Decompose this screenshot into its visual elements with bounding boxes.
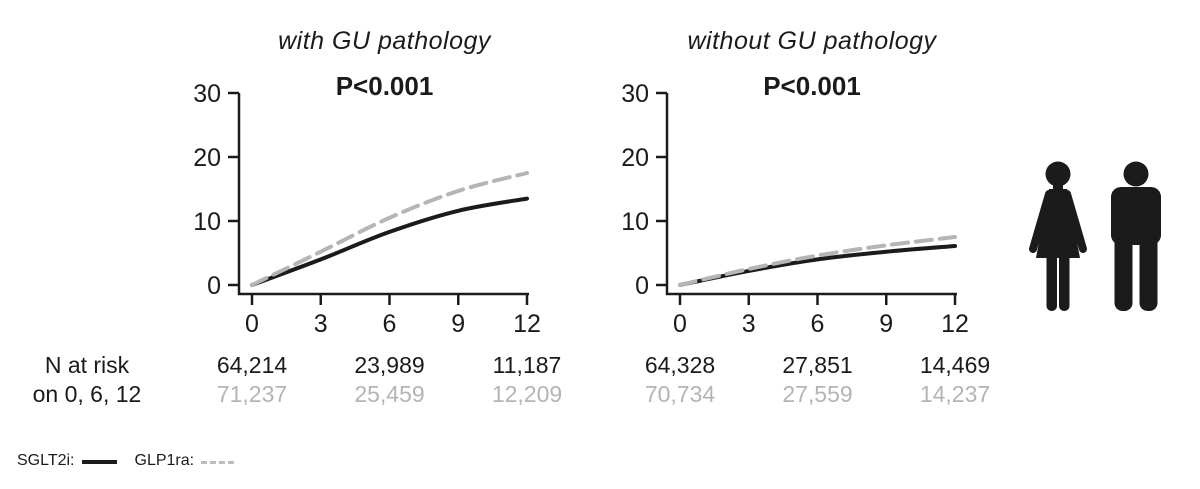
n-at-risk-glp1ra-panel0-t6: 25,459 [354, 381, 425, 407]
legend-item-sglt2i: SGLT2i: [17, 452, 117, 470]
sglt2i-curve [250, 196, 529, 287]
axis-line [237, 93, 529, 296]
n-at-risk-glp1ra-panel1-t12: 14,237 [919, 381, 991, 407]
glp1ra-dashed-line-icon [201, 460, 235, 464]
x-tick-label: 6 [811, 310, 825, 338]
legend-item-glp1ra: GLP1ra: [135, 452, 235, 470]
n-at-risk-sglt2i-panel1-t12: 14,469 [919, 352, 991, 378]
n-at-risk-sglt2i-panel0-t0: 64,214 [216, 352, 288, 378]
n-at-risk-sglt2i-panel0-t6: 23,989 [354, 352, 425, 378]
legend: SGLT2i: GLP1ra: [17, 452, 235, 470]
panel-0: 0 10 20 30 0 3 6 9 12 [193, 80, 541, 338]
n-at-risk-glp1ra-panel0-t0: 71,237 [216, 381, 288, 407]
n-at-risk-sublabel: on 0, 6, 12 [32, 381, 142, 407]
n-at-risk-glp1ra-panel1-t0: 70,734 [644, 381, 716, 407]
x-tick-label: 0 [245, 310, 259, 338]
p-value-with-gu: P<0.001 [335, 71, 434, 101]
n-at-risk-sglt2i-panel1-t6: 27,851 [782, 352, 853, 378]
y-tick-label: 20 [621, 144, 649, 172]
legend-label-glp1ra: GLP1ra: [134, 452, 195, 469]
x-tick-label: 3 [742, 310, 756, 338]
x-tick-label: 12 [941, 310, 969, 338]
sglt2i-curve [678, 243, 957, 287]
n-at-risk-sglt2i-panel1-t0: 64,328 [644, 352, 716, 378]
axis-line [665, 93, 957, 296]
glp1ra-curve [250, 171, 529, 287]
panel-title-with-gu: with GU pathology [278, 27, 491, 55]
x-tick-label: 6 [383, 310, 397, 338]
x-tick-label: 12 [513, 310, 541, 338]
n-at-risk-glp1ra-panel0-t12: 12,209 [491, 381, 563, 407]
y-tick-label: 10 [621, 208, 649, 236]
y-tick-label: 0 [207, 272, 221, 300]
x-tick-label: 0 [673, 310, 687, 338]
sglt2i-solid-line-icon [81, 460, 117, 464]
legend-label-sglt2i: SGLT2i: [17, 452, 75, 469]
woman-icon [1029, 161, 1087, 311]
panel-title-without-gu: without GU pathology [687, 27, 937, 55]
x-tick-label: 9 [451, 310, 465, 338]
man-icon [1111, 161, 1161, 311]
n-at-risk-label: N at risk [44, 352, 130, 378]
y-tick-label: 0 [635, 272, 649, 300]
n-at-risk-sglt2i-panel0-t12: 11,187 [492, 352, 562, 378]
n-at-risk-glp1ra-panel1-t6: 27,559 [782, 381, 853, 407]
y-tick-label: 20 [193, 144, 221, 172]
y-tick-label: 30 [621, 80, 649, 108]
x-tick-label: 9 [879, 310, 893, 338]
x-tick-label: 3 [314, 310, 328, 338]
y-tick-label: 30 [193, 80, 221, 108]
y-tick-label: 10 [193, 208, 221, 236]
glp1ra-curve [678, 235, 957, 287]
panel-1: 0 10 20 30 0 3 6 9 12 [621, 80, 969, 338]
p-value-without-gu: P<0.001 [763, 71, 861, 101]
